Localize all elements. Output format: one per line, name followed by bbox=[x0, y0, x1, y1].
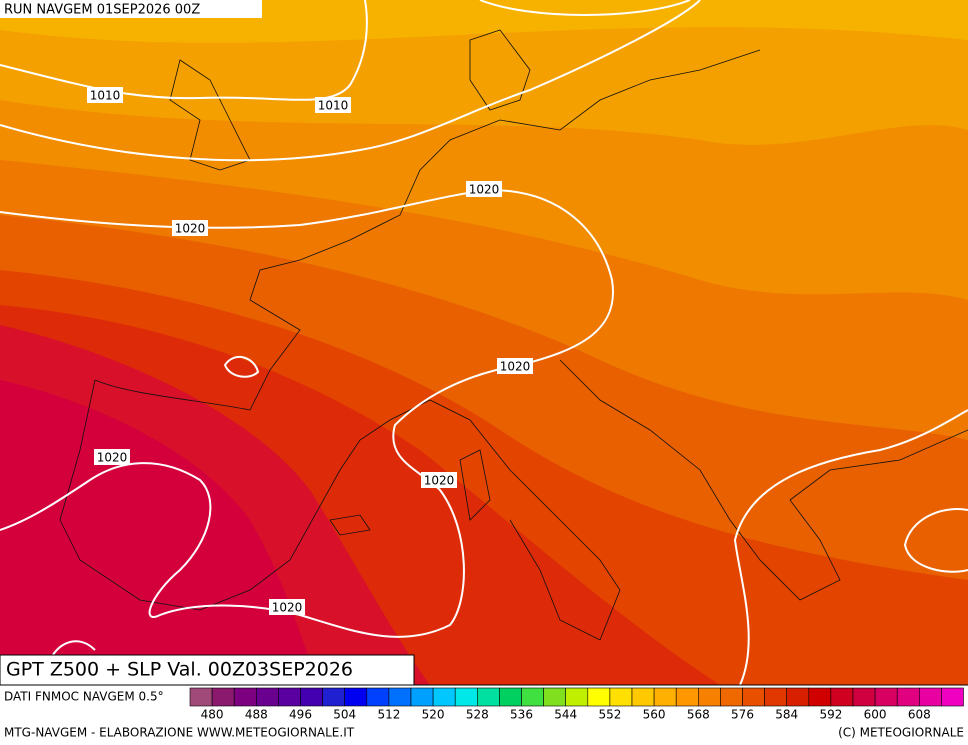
source-note: DATI FNMOC NAVGEM 0.5° bbox=[4, 690, 164, 704]
colorbar-swatch bbox=[786, 687, 810, 707]
colorbar-label: 592 bbox=[819, 708, 842, 722]
colorbar-swatch bbox=[874, 687, 898, 707]
colorbar-swatch bbox=[918, 687, 942, 707]
coastline bbox=[459, 449, 491, 521]
colorbar-label: 584 bbox=[775, 708, 798, 722]
colorbar-swatch bbox=[808, 687, 832, 707]
colorbar-swatch bbox=[742, 687, 765, 707]
colorbar-swatch bbox=[322, 687, 346, 707]
header-box bbox=[0, 0, 262, 18]
title-box bbox=[0, 654, 415, 686]
coastlines bbox=[59, 29, 968, 641]
colorbar-swatch bbox=[454, 687, 478, 707]
isobar-label: 1020 bbox=[424, 474, 455, 488]
isobar-label-bg bbox=[94, 449, 130, 465]
isobar-label: 1020 bbox=[469, 183, 500, 197]
isobar-label: 1020 bbox=[272, 601, 303, 615]
colorbar-swatch bbox=[189, 687, 213, 707]
colorbar-swatch bbox=[852, 687, 876, 707]
map: 1010 1010 1020 1020 1020 1020 1020 1020 RUN NAV… bbox=[0, 0, 968, 686]
isobar-label-bg bbox=[497, 358, 533, 374]
colorbar-label: 520 bbox=[422, 708, 445, 722]
colorbar-label: 480 bbox=[201, 708, 224, 722]
coastline bbox=[389, 399, 621, 641]
footer-right: (C) METEOGIORNALE bbox=[838, 726, 964, 740]
coastline bbox=[169, 59, 251, 171]
coastline bbox=[94, 49, 761, 411]
colorbar-label: 488 bbox=[245, 708, 268, 722]
colorbar-swatch bbox=[587, 687, 611, 707]
isobar-label: 1020 bbox=[175, 222, 206, 236]
isobar-label: 1010 bbox=[318, 99, 349, 113]
colorbar: 480 488 496 504 512 520 528 536 544 552 560 568 576 5… bbox=[189, 687, 964, 722]
isobars bbox=[0, 0, 968, 686]
footer-left: MTG-NAVGEM - ELABORAZIONE WWW.METEOGIORN… bbox=[4, 726, 355, 740]
colorbar-label: 568 bbox=[687, 708, 710, 722]
colorbar-swatch bbox=[476, 687, 500, 707]
colorbar-swatch bbox=[233, 687, 257, 707]
colorbar-swatch bbox=[344, 687, 368, 707]
colorbar-swatch bbox=[543, 687, 566, 707]
colorbar-swatch bbox=[410, 687, 434, 707]
colorbar-swatch bbox=[366, 687, 390, 707]
isobar bbox=[733, 409, 968, 686]
colorbar-label: 560 bbox=[643, 708, 666, 722]
colorbar-swatch bbox=[255, 687, 279, 707]
run-label: RUN NAVGEM 01SEP2026 00Z bbox=[4, 3, 200, 18]
isobar bbox=[0, 188, 615, 638]
isobar bbox=[479, 0, 691, 16]
colorbar-swatch bbox=[830, 687, 854, 707]
colorbar-swatch bbox=[609, 687, 633, 707]
coastline bbox=[329, 514, 371, 536]
isobar-label-bg bbox=[315, 97, 351, 113]
isobar bbox=[903, 508, 968, 573]
colorbar-label: 608 bbox=[908, 708, 931, 722]
isobar-label: 1010 bbox=[90, 89, 121, 103]
isobar-label-bg bbox=[269, 599, 305, 615]
isobar bbox=[0, 0, 368, 101]
isobar-label-bg bbox=[87, 87, 123, 103]
colorbar-label: 552 bbox=[598, 708, 621, 722]
isobar-labels: 1010 1010 1020 1020 1020 1020 1020 1020 bbox=[87, 87, 533, 615]
coastline bbox=[559, 359, 968, 601]
colorbar-label: 544 bbox=[554, 708, 577, 722]
colorbar-label: 576 bbox=[731, 708, 754, 722]
colorbar-swatch bbox=[388, 687, 412, 707]
colorbar-swatch bbox=[499, 687, 522, 707]
isobar-label-bg bbox=[466, 181, 502, 197]
isobar-label: 1020 bbox=[97, 451, 128, 465]
isobar-label: 1020 bbox=[500, 360, 531, 374]
colorbar-swatch bbox=[697, 687, 721, 707]
colorbar-swatch bbox=[720, 687, 743, 707]
colorbar-label: 528 bbox=[466, 708, 489, 722]
colorbar-label: 600 bbox=[864, 708, 887, 722]
colorbar-swatch bbox=[653, 687, 677, 707]
colorbar-label: 504 bbox=[333, 708, 356, 722]
colorbar-swatch bbox=[565, 687, 589, 707]
colorbar-swatch bbox=[764, 687, 787, 707]
colorbar-swatch bbox=[278, 687, 301, 707]
colorbar-swatch bbox=[631, 687, 655, 707]
map-title: GPT Z500 + SLP Val. 00Z03SEP2026 bbox=[6, 659, 353, 681]
colorbar-swatch bbox=[896, 687, 920, 707]
band bbox=[0, 380, 320, 685]
isobar bbox=[223, 355, 260, 378]
colorbar-swatch bbox=[521, 687, 544, 707]
colorbar-label: 536 bbox=[510, 708, 533, 722]
colorbar-swatch bbox=[941, 687, 964, 707]
isobar-label-bg bbox=[421, 472, 457, 488]
coastline bbox=[469, 29, 531, 111]
colorbar-label: 496 bbox=[289, 708, 312, 722]
isobar-label-bg bbox=[172, 220, 208, 236]
colorbar-swatch bbox=[211, 687, 235, 707]
isobar bbox=[0, 0, 701, 162]
colorbar-swatch bbox=[432, 687, 456, 707]
colorbar-swatch bbox=[300, 687, 323, 707]
colorbar-label: 512 bbox=[377, 708, 400, 722]
coastline bbox=[59, 379, 391, 611]
colorbar-swatch bbox=[675, 687, 699, 707]
